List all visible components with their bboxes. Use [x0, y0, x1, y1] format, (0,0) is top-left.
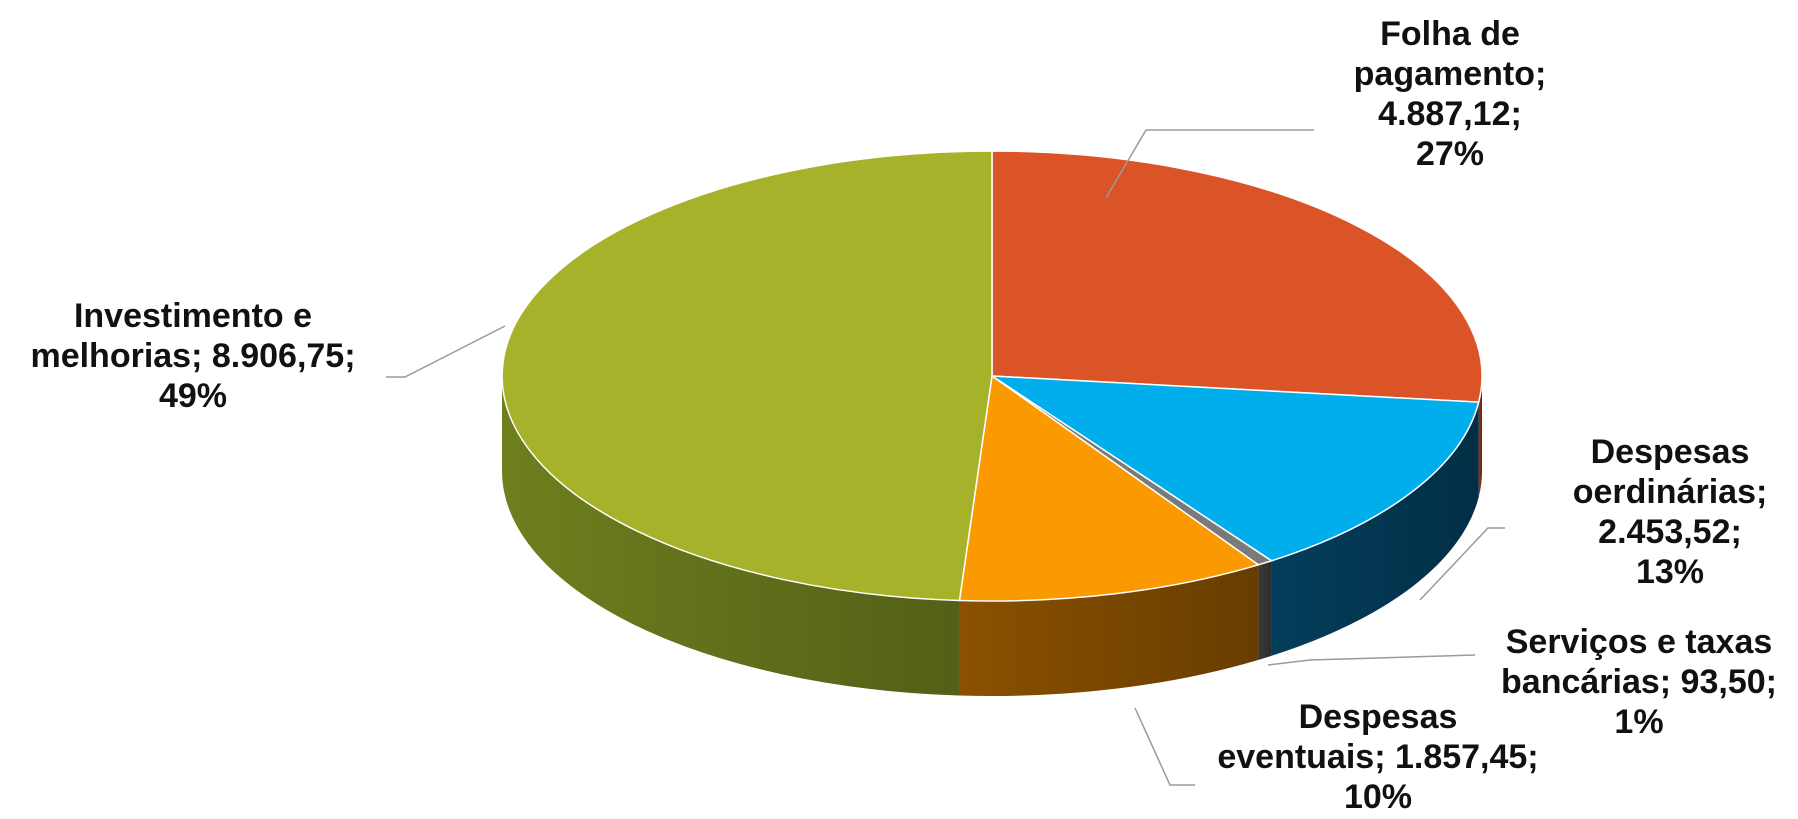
pie-side-shade-servicos-e-taxas-bancarias: [1258, 561, 1271, 660]
pie-tops: [502, 151, 1482, 601]
pie-slice-folha-de-pagamento: [992, 151, 1482, 402]
leader-investimento: [386, 326, 505, 377]
label-despesas-ordinarias: Despesas oerdinárias; 2.453,52; 13%: [1540, 432, 1798, 592]
leader-servicos: [1268, 655, 1475, 665]
leader-eventuais: [1135, 708, 1195, 785]
label-folha-de-pagamento: Folha de pagamento; 4.887,12; 27%: [1300, 14, 1600, 174]
label-investimento-e-melhorias: Investimento e melhorias; 8.906,75; 49%: [8, 296, 378, 416]
label-despesas-eventuais: Despesas eventuais; 1.857,45; 10%: [1188, 697, 1568, 817]
